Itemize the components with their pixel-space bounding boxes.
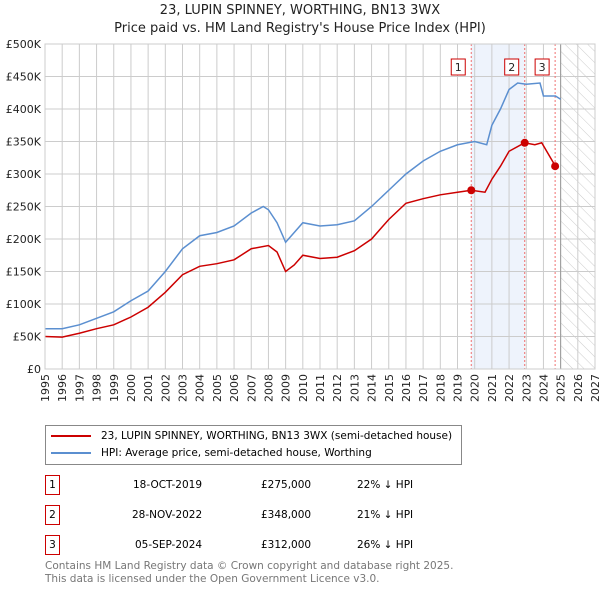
- legend-swatch-price: [51, 435, 91, 437]
- x-tick-label: 2024: [537, 374, 550, 402]
- legend-label-price: 23, LUPIN SPINNEY, WORTHING, BN13 3WX (s…: [101, 430, 453, 442]
- y-tick-label: £450K: [6, 71, 42, 84]
- x-tick-label: 2007: [245, 374, 258, 402]
- x-tick-label: 2012: [331, 374, 344, 402]
- sale-label: 2: [508, 61, 515, 74]
- sale-price: £312,000: [261, 539, 312, 551]
- sale-label-box: [450, 58, 466, 76]
- y-tick-label: £250K: [6, 201, 42, 214]
- footer-line: Contains HM Land Registry data © Crown c…: [45, 560, 454, 572]
- x-tick-label: 2027: [589, 374, 600, 402]
- sale-hpi-diff: 21% ↓ HPI: [357, 509, 414, 521]
- x-tick-label: 2008: [262, 374, 275, 402]
- x-tick-label: 1997: [73, 374, 86, 402]
- sale-point: [467, 186, 476, 195]
- x-tick-label: 1998: [91, 374, 104, 402]
- x-tick-label: 2010: [297, 374, 310, 402]
- sale-price: £275,000: [261, 479, 312, 491]
- sale-date: 28-NOV-2022: [132, 509, 203, 521]
- sale-badge: 3: [45, 535, 60, 555]
- x-tick-label: 2015: [383, 374, 396, 402]
- sale-hpi-diff: 26% ↓ HPI: [357, 539, 414, 551]
- x-tick-label: 2022: [503, 374, 516, 402]
- y-tick-label: £50K: [13, 331, 42, 344]
- y-tick-label: £400K: [6, 103, 42, 116]
- plot-area: 1995 1996 1997 1998 1999 2000 2001 2002 2003 2004…: [6, 38, 600, 402]
- series-line-price: [44, 141, 557, 338]
- table-row: 1 18-OCT-2019 £275,000 22% ↓ HPI: [45, 475, 445, 495]
- legend-swatch-hpi: [51, 452, 91, 454]
- sale-label: 1: [455, 61, 462, 74]
- x-tick-label: 2011: [314, 374, 327, 402]
- sale-price: £348,000: [261, 509, 312, 521]
- sale-date: 18-OCT-2019: [133, 479, 202, 491]
- y-tick-label: £0: [27, 363, 41, 376]
- x-tick-label: 2021: [486, 374, 499, 402]
- sale-badge: 2: [45, 505, 60, 525]
- chart-title: 23, LUPIN SPINNEY, WORTHING, BN13 3WX: [159, 3, 441, 18]
- x-tick-label: 2020: [469, 374, 482, 402]
- sale-hpi-diff: 22% ↓ HPI: [357, 479, 414, 491]
- y-tick-label: £500K: [6, 38, 42, 51]
- x-tick-label: 2016: [400, 374, 413, 402]
- y-tick-label: £200K: [6, 233, 42, 246]
- table-row: 2 28-NOV-2022 £348,000 21% ↓ HPI: [45, 505, 445, 525]
- series-line-hpi: [45, 82, 562, 330]
- y-tick-label: £150K: [6, 266, 42, 279]
- x-tick-label: 2017: [417, 374, 430, 402]
- chart-subtitle: Price paid vs. HM Land Registry's House …: [114, 21, 486, 36]
- x-tick-label: 2001: [142, 374, 155, 402]
- x-tick-label: 2025: [555, 374, 568, 402]
- sale-label-box: [504, 58, 520, 76]
- footer-line: This data is licensed under the Open Gov…: [45, 573, 380, 585]
- plot-border: [44, 43, 596, 370]
- x-tick-label: 2004: [194, 374, 207, 402]
- sale-point: [520, 138, 529, 147]
- x-tick-label: 2026: [572, 374, 585, 402]
- x-tick-label: 2003: [177, 374, 190, 402]
- sale-badge: 1: [45, 475, 60, 495]
- sale-point: [551, 162, 560, 171]
- table-row: 3 05-SEP-2024 £312,000 26% ↓ HPI: [45, 535, 445, 555]
- x-tick-label: 2000: [125, 374, 138, 402]
- legend: 23, LUPIN SPINNEY, WORTHING, BN13 3WX (s…: [45, 425, 462, 465]
- x-tick-label: 1995: [39, 374, 52, 402]
- x-tick-label: 2006: [228, 374, 241, 402]
- x-tick-label: 2002: [159, 374, 172, 402]
- x-tick-label: 2009: [280, 374, 293, 402]
- x-tick-label: 2014: [366, 374, 379, 402]
- x-tick-label: 1996: [56, 374, 69, 402]
- sale-label-box: [534, 58, 550, 76]
- x-tick-label: 2018: [434, 374, 447, 402]
- footer: Contains HM Land Registry data © Crown c…: [45, 560, 453, 586]
- x-tick-label: 1999: [108, 374, 121, 402]
- x-tick-label: 2013: [348, 374, 361, 402]
- y-tick-label: £300K: [6, 168, 42, 181]
- sale-date: 05-SEP-2024: [135, 539, 203, 551]
- x-tick-label: 2019: [452, 374, 465, 402]
- x-tick-label: 2023: [520, 374, 533, 402]
- sale-label: 3: [539, 61, 546, 74]
- x-tick-label: 2005: [211, 374, 224, 402]
- y-tick-label: £100K: [6, 298, 42, 311]
- y-tick-label: £350K: [6, 136, 42, 149]
- legend-label-hpi: HPI: Average price, semi-detached house,…: [101, 447, 372, 459]
